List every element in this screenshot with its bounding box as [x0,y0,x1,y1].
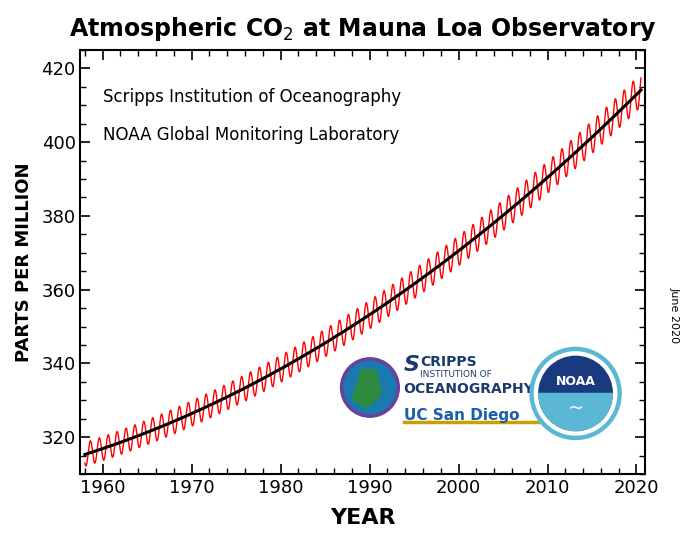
Title: Atmospheric CO$_2$ at Mauna Loa Observatory: Atmospheric CO$_2$ at Mauna Loa Observat… [69,15,657,43]
X-axis label: YEAR: YEAR [330,508,396,528]
Text: June 2020: June 2020 [670,287,680,343]
Text: NOAA Global Monitoring Laboratory: NOAA Global Monitoring Laboratory [103,126,399,144]
Text: Scripps Institution of Oceanography: Scripps Institution of Oceanography [103,88,401,106]
Y-axis label: PARTS PER MILLION: PARTS PER MILLION [15,162,33,362]
